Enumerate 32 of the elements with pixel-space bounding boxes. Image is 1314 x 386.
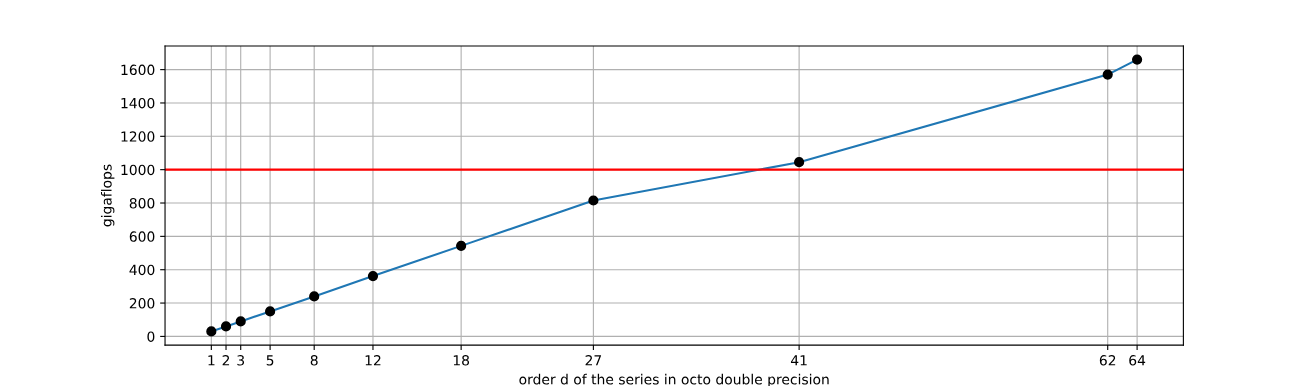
point [235, 316, 246, 327]
x-tick-label: 2 [222, 355, 230, 366]
x-tick-label: 62 [1099, 355, 1116, 366]
y-tick-label: 1000 [121, 164, 155, 176]
point [588, 195, 599, 206]
x-tick-label: 64 [1129, 355, 1146, 366]
x-tick-label: 8 [310, 355, 318, 366]
point [1132, 54, 1143, 65]
y-tick-label: 600 [129, 231, 155, 242]
x-tick-label: 3 [237, 355, 245, 366]
point [456, 240, 467, 251]
y-axis-title: gigaflops [100, 164, 115, 227]
y-tick-label: 400 [129, 264, 155, 276]
y-tick-label: 0 [147, 331, 155, 342]
point [1102, 69, 1113, 80]
point [794, 157, 805, 168]
x-tick-label: 41 [790, 355, 807, 366]
y-tick-label: 200 [129, 298, 155, 309]
x-tick-label: 18 [453, 355, 470, 366]
point [220, 321, 232, 332]
x-tick-label: 1 [208, 355, 215, 366]
x-tick-label: 5 [266, 355, 274, 366]
y-tick-label: 1200 [121, 131, 155, 142]
x-tick-label: 12 [365, 355, 381, 366]
point [367, 270, 379, 282]
point [265, 306, 276, 317]
point [206, 326, 217, 337]
x-tick-label: 27 [585, 355, 602, 366]
y-tick-label: 1400 [121, 97, 155, 109]
point [309, 291, 320, 302]
y-tick-label: 1600 [121, 64, 155, 76]
y-tick-label: 800 [129, 197, 155, 209]
